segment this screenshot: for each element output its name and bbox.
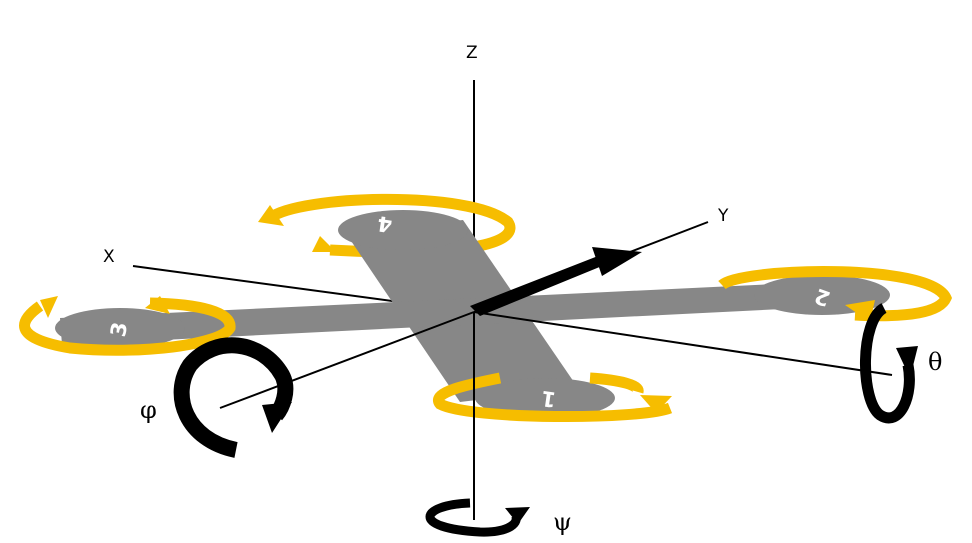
pitch-angle-label: θ: [928, 348, 942, 376]
x-axis-label: X: [103, 247, 115, 267]
arm-3-2: [60, 280, 862, 345]
yaw-arrow-arc: [425, 498, 521, 537]
rotor-1-ring-right: [589, 372, 644, 395]
motor-pad-3: [55, 308, 185, 348]
motor-label-1: 1: [540, 386, 558, 412]
y-axis-label: Y: [717, 206, 729, 226]
rotor-1: [432, 372, 673, 423]
motor-label-3: 3: [106, 320, 132, 339]
rotor-2: [718, 266, 953, 322]
rotor-2-ring: [718, 266, 953, 322]
rotor-1-arrowhead: [640, 395, 672, 413]
heading-arrow: [470, 247, 642, 316]
motor-pad-4: [338, 210, 468, 250]
motor-label-4: 4: [376, 211, 394, 237]
roll-arrow-arc: [173, 337, 294, 458]
roll-angle-label: φ: [140, 396, 157, 424]
heading-arrow-shaft: [470, 256, 602, 316]
rotor-3: [19, 296, 236, 356]
rotor-3-ring: [19, 297, 236, 356]
pitch-arrow-arc: [860, 303, 915, 424]
roll-arrow: [173, 337, 294, 458]
rotor-2-arrowhead: [845, 300, 875, 322]
roll-arrow-head: [262, 402, 292, 433]
pitch-arrow-head: [896, 346, 918, 378]
rotor-3-arrowhead: [145, 296, 170, 314]
pitch-arrow: [860, 303, 918, 424]
rotor-4-arrowhead: [258, 205, 284, 226]
rotor-4-arrowhead-2: [312, 236, 336, 252]
heading-arrow-head: [592, 247, 642, 276]
z-axis-label: Z: [466, 43, 478, 63]
y-axis-line-negative: [473, 311, 893, 376]
rotor-1-ring: [432, 372, 673, 423]
yaw-arrow-head: [505, 507, 530, 524]
rotor-3-arrowhead-2: [40, 296, 58, 318]
yaw-arrow: [425, 498, 530, 537]
motor-pad-1: [475, 378, 615, 418]
yaw-angle-label: ψ: [553, 508, 572, 536]
x-axis-line-front: [219, 311, 475, 409]
